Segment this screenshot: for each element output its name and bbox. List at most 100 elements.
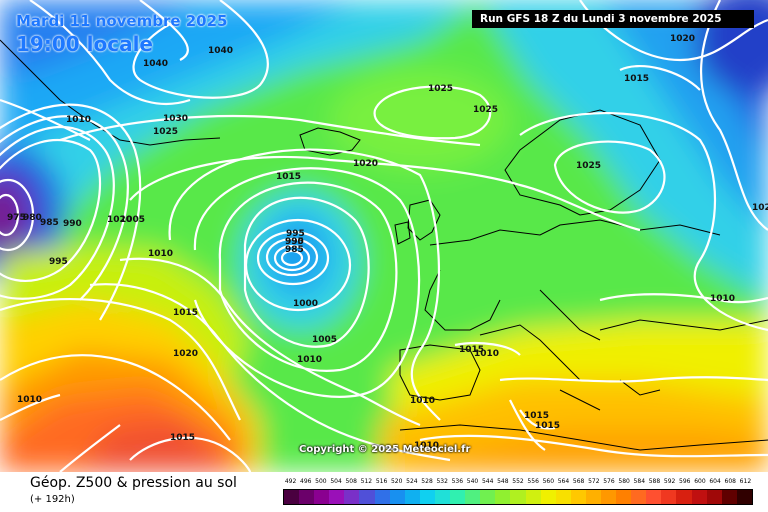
scale-label: 580	[618, 478, 630, 485]
scale-swatch	[721, 490, 737, 504]
legend-footer: Géop. Z500 & pression au sol (+ 192h) 49…	[0, 472, 768, 512]
scale-swatch	[314, 490, 330, 504]
scale-label: 524	[406, 478, 418, 485]
scale-label: 520	[390, 478, 403, 485]
isobar-label: 1005	[312, 335, 337, 345]
isobar-label: 995	[286, 229, 305, 239]
scale-label: 572	[588, 478, 600, 485]
scale-label: 592	[663, 478, 676, 485]
isobar-label: 1015	[524, 411, 549, 421]
scale-swatch	[676, 490, 692, 504]
scale-swatch	[706, 490, 722, 504]
isobar-label: 1040	[143, 59, 168, 69]
isobar-label: 1010	[297, 355, 322, 365]
isobar-label: 1015	[624, 74, 649, 84]
isobar-label: 985	[40, 218, 59, 228]
scale-label: 612	[739, 478, 752, 485]
scale-swatch	[570, 490, 586, 504]
scale-swatch	[600, 490, 617, 504]
isobars	[0, 0, 768, 472]
isobar-label: 1015	[170, 433, 195, 443]
isobar-label: 1015	[276, 172, 301, 182]
isobar-label: 1010	[410, 396, 435, 406]
scale-label: 576	[603, 478, 615, 485]
scale-swatch	[374, 490, 390, 504]
scale-swatch	[525, 490, 541, 504]
scale-swatch	[510, 490, 526, 504]
isobar-label: 1010	[148, 249, 173, 259]
scale-label: 516	[375, 478, 388, 485]
scale-label: 584	[633, 478, 646, 485]
isobar-label: 1005	[120, 215, 145, 225]
isobar-label: 1020	[173, 349, 198, 359]
color-scale-labels: 492 496 500 504 508 512 516 520 524 528 532 536 540 5…	[283, 478, 753, 488]
isobar-label: 1015	[173, 308, 198, 318]
isobar-label: 985	[285, 245, 304, 255]
forecast-map: 1040 1040 1030 1025 1010 1020 1015 1025 …	[0, 0, 768, 472]
isobar-label: 1025	[576, 161, 601, 171]
scale-label: 492	[284, 478, 297, 485]
color-scale-bar	[283, 489, 753, 505]
isobar-label: 975	[7, 213, 26, 223]
scale-label: 604	[709, 478, 721, 485]
scale-label: 528	[421, 478, 433, 485]
isobar-label: 1025	[473, 105, 498, 115]
scale-swatch	[389, 490, 405, 504]
scale-swatch	[631, 490, 647, 504]
scale-swatch	[480, 490, 496, 504]
scale-label: 608	[724, 478, 736, 485]
scale-swatch	[404, 490, 420, 504]
isobar-label: 1015	[459, 345, 484, 355]
isobar-labels: 1040 1040 1030 1025 1010 1020 1015 1025 …	[7, 34, 768, 451]
isobar-label: 990	[63, 219, 82, 229]
isobar-label: 1020	[353, 159, 378, 169]
scale-label: 600	[694, 478, 706, 485]
scale-label: 568	[572, 478, 585, 485]
scale-swatch	[299, 490, 315, 504]
isobar-label: 1040	[208, 46, 233, 56]
isobar-label: 1025	[153, 127, 178, 137]
scale-swatch	[434, 490, 451, 504]
model-run-label: Run GFS 18 Z du Lundi 3 novembre 2025	[472, 10, 754, 28]
scale-label: 596	[679, 478, 691, 485]
scale-swatch	[284, 490, 300, 504]
scale-swatch	[359, 490, 375, 504]
scale-label: 512	[360, 478, 373, 485]
isobar-label: 1010	[710, 294, 735, 304]
forecast-lead-time: (+ 192h)	[30, 494, 75, 505]
isobar-label: 1020	[670, 34, 695, 44]
scale-swatch	[540, 490, 556, 504]
isobar-label: 1030	[163, 114, 188, 124]
scale-swatch	[555, 490, 571, 504]
scale-label: 536	[451, 478, 464, 485]
scale-swatch	[465, 490, 481, 504]
scale-label: 540	[466, 478, 479, 485]
map-title: Géop. Z500 & pression au sol	[30, 475, 237, 491]
map-canvas: 1040 1040 1030 1025 1010 1020 1015 1025 …	[0, 0, 768, 472]
copyright-notice: Copyright © 2025 Meteociel.fr	[299, 444, 471, 455]
geopotential-field	[0, 0, 768, 472]
isobar-label: 1025	[752, 203, 768, 213]
isobar-label: 1020	[107, 215, 132, 225]
isobar-label: 980	[23, 213, 42, 223]
scale-label: 508	[345, 478, 357, 485]
scale-label: 552	[512, 478, 524, 485]
isobar-label: 995	[49, 257, 68, 267]
scale-swatch	[419, 490, 435, 504]
isobar-label: 1010	[414, 441, 439, 451]
scale-label: 556	[527, 478, 539, 485]
forecast-date: Mardi 11 novembre 2025	[16, 12, 228, 30]
scale-swatch	[585, 490, 601, 504]
scale-label: 588	[648, 478, 661, 485]
isobar-label: 995	[285, 237, 304, 247]
isobar-label: 1010	[474, 349, 499, 359]
isobar-label: 1025	[428, 84, 453, 94]
scale-swatch	[329, 490, 345, 504]
scale-swatch	[450, 490, 466, 504]
scale-swatch	[661, 490, 677, 504]
scale-label: 504	[330, 478, 342, 485]
scale-swatch	[646, 490, 662, 504]
scale-swatch	[495, 490, 511, 504]
scale-label: 548	[497, 478, 509, 485]
isobar-label: 1010	[66, 115, 91, 125]
